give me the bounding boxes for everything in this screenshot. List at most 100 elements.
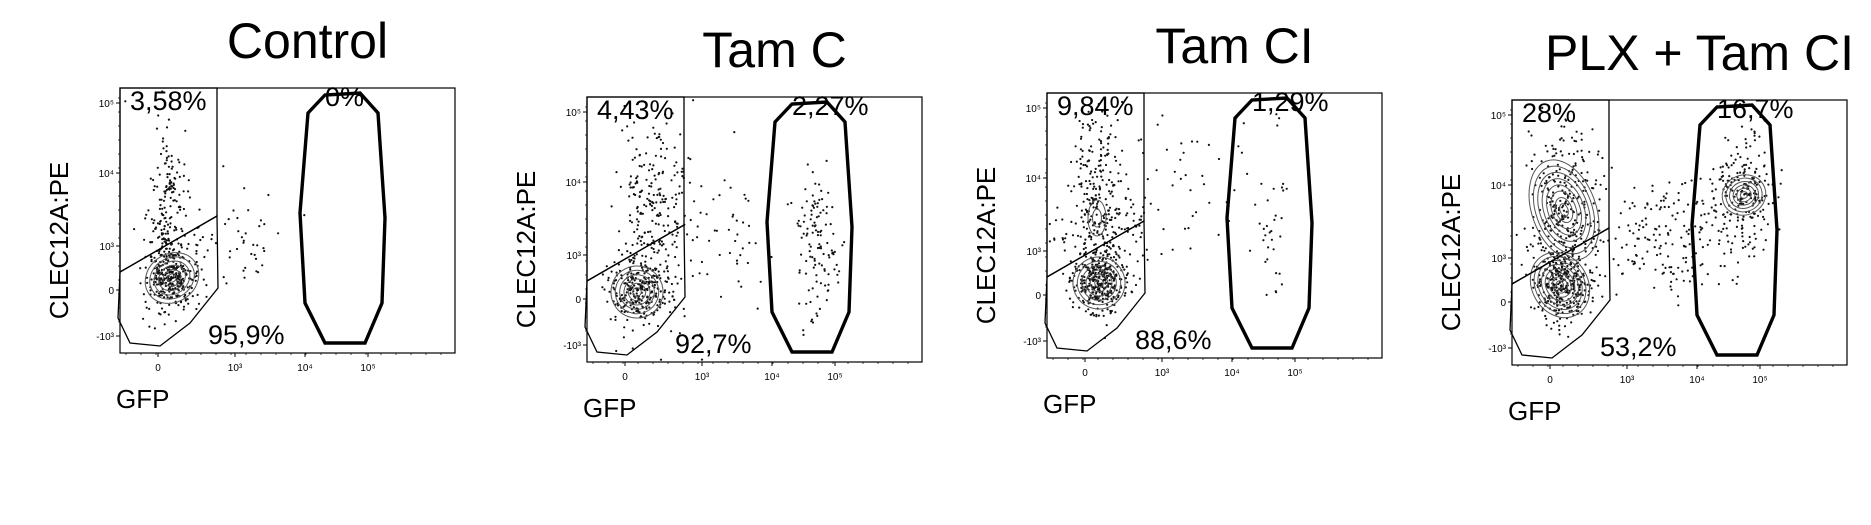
event-dot (801, 206, 804, 209)
event-dot (1102, 257, 1105, 260)
event-dot (818, 246, 821, 249)
event-dot (168, 286, 171, 289)
event-dot (800, 236, 803, 239)
event-dot (633, 284, 636, 287)
event-dot (1553, 256, 1556, 259)
event-dot (178, 193, 181, 196)
event-dot (1602, 240, 1605, 243)
event-dot (1065, 289, 1068, 292)
event-dot (672, 290, 675, 293)
event-dot (643, 272, 646, 275)
event-dot (629, 181, 632, 184)
event-dot (236, 216, 239, 220)
event-dot (159, 152, 163, 156)
event-dot (124, 100, 127, 103)
event-dot (675, 198, 678, 201)
event-dot (1098, 187, 1102, 190)
event-dot (1642, 262, 1645, 266)
event-dot (1093, 251, 1096, 254)
event-dot (1097, 280, 1100, 283)
event-dot (700, 358, 704, 361)
event-dot (628, 183, 631, 186)
density-contour (1725, 177, 1763, 213)
y-tick-label: 10³ (100, 242, 115, 253)
event-dot (1054, 219, 1058, 222)
event-dot (1541, 309, 1544, 312)
event-dot (1115, 298, 1118, 301)
event-dot (1748, 194, 1751, 197)
event-dot (676, 282, 679, 285)
event-dot (663, 289, 667, 292)
event-dot (139, 282, 142, 285)
event-dot (1074, 289, 1077, 292)
event-dot (1546, 150, 1549, 153)
density-contour (1736, 187, 1752, 203)
event-dot (1542, 172, 1545, 175)
event-dot (1090, 238, 1093, 241)
event-dot (257, 271, 260, 274)
event-dot (1084, 255, 1088, 258)
event-dot (1576, 150, 1579, 153)
event-dot (1686, 269, 1689, 272)
event-dot (643, 242, 646, 245)
event-dot (1720, 230, 1723, 233)
event-dot (1755, 193, 1758, 196)
event-dot (1554, 309, 1558, 312)
event-dot (609, 318, 612, 321)
event-dot (149, 177, 152, 180)
event-dot (674, 193, 677, 196)
event-dot (196, 270, 199, 273)
event-dot (1533, 153, 1536, 156)
event-dot (1583, 200, 1586, 203)
event-dot (1554, 148, 1557, 151)
event-dot (1071, 272, 1074, 275)
event-dot (641, 212, 644, 215)
event-dot (1746, 157, 1749, 160)
x-tick-label: 10³ (1620, 375, 1635, 386)
event-dot (159, 313, 162, 316)
event-dot (1641, 219, 1644, 222)
event-dot (1545, 317, 1548, 320)
event-dot (1121, 264, 1124, 267)
event-dot (634, 301, 638, 304)
event-dot (1694, 225, 1697, 228)
event-dot (1564, 200, 1567, 203)
event-dot (646, 287, 649, 290)
event-dot (161, 238, 164, 241)
event-dot (1618, 226, 1621, 229)
event-dot (1268, 231, 1271, 234)
event-dot (252, 243, 255, 246)
event-dot (154, 227, 157, 230)
x-tick-label: 10³ (228, 363, 243, 374)
event-dot (1084, 251, 1087, 254)
event-dot (638, 311, 641, 314)
event-dot (1099, 140, 1103, 143)
event-dot (195, 274, 198, 277)
event-dot (1082, 200, 1085, 203)
event-dot (835, 263, 838, 266)
event-dot (636, 242, 639, 245)
event-dot (1558, 333, 1561, 336)
event-dot (674, 255, 677, 259)
event-dot (1532, 286, 1535, 289)
event-dot (1084, 164, 1087, 167)
event-dot (1574, 162, 1577, 165)
event-dot (818, 183, 821, 186)
event-dot (1101, 179, 1104, 182)
gate-label-lower-left: 95,9% (208, 320, 285, 350)
event-dot (1766, 223, 1769, 226)
event-dot (1106, 222, 1109, 225)
event-dot (653, 251, 656, 254)
event-dot (1114, 311, 1117, 314)
event-dot (603, 288, 606, 291)
event-dot (1699, 228, 1702, 231)
event-dot (1533, 307, 1536, 310)
event-dot (1179, 177, 1182, 180)
event-dot (1566, 196, 1569, 199)
event-dot (1540, 249, 1543, 252)
event-dot (1201, 174, 1204, 177)
event-dot (1567, 256, 1570, 259)
event-dot (1642, 226, 1645, 229)
event-dot (1570, 136, 1574, 139)
event-dot (804, 188, 807, 191)
